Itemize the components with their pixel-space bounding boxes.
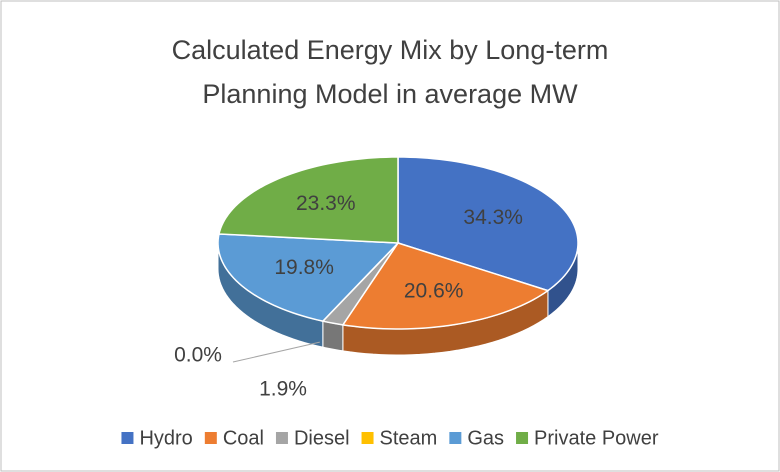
legend-label: Coal: [223, 427, 264, 449]
slice-side: [322, 320, 344, 352]
data-label: 19.8%: [274, 256, 334, 279]
legend-swatch: [121, 432, 134, 444]
legend-label: Steam: [380, 427, 438, 449]
legend-label: Private Power: [534, 427, 659, 449]
title-box: Calculated Energy Mix by Long-term Plann…: [0, 28, 780, 116]
legend-label: Hydro: [139, 427, 192, 449]
data-label: 20.6%: [404, 279, 464, 302]
legend-swatch: [361, 432, 374, 444]
chart-title: Calculated Energy Mix by Long-term Plann…: [171, 35, 609, 109]
slice: [217, 233, 400, 322]
legend-swatch: [516, 432, 529, 444]
legend-swatch: [275, 432, 288, 444]
slice: [341, 242, 550, 330]
legend-swatch: [449, 432, 462, 444]
data-label: 23.3%: [296, 192, 356, 215]
legend-swatch: [204, 432, 217, 444]
slice: [218, 156, 399, 244]
data-label: 1.9%: [259, 378, 307, 401]
legend: Hydro Coal Diesel Steam Gas Private Power: [121, 427, 659, 449]
legend-label: Diesel: [294, 427, 350, 449]
legend-label: Gas: [467, 427, 504, 449]
leader-line: [232, 341, 320, 363]
data-label: 34.3%: [463, 206, 523, 229]
data-label: 0.0%: [174, 344, 222, 367]
